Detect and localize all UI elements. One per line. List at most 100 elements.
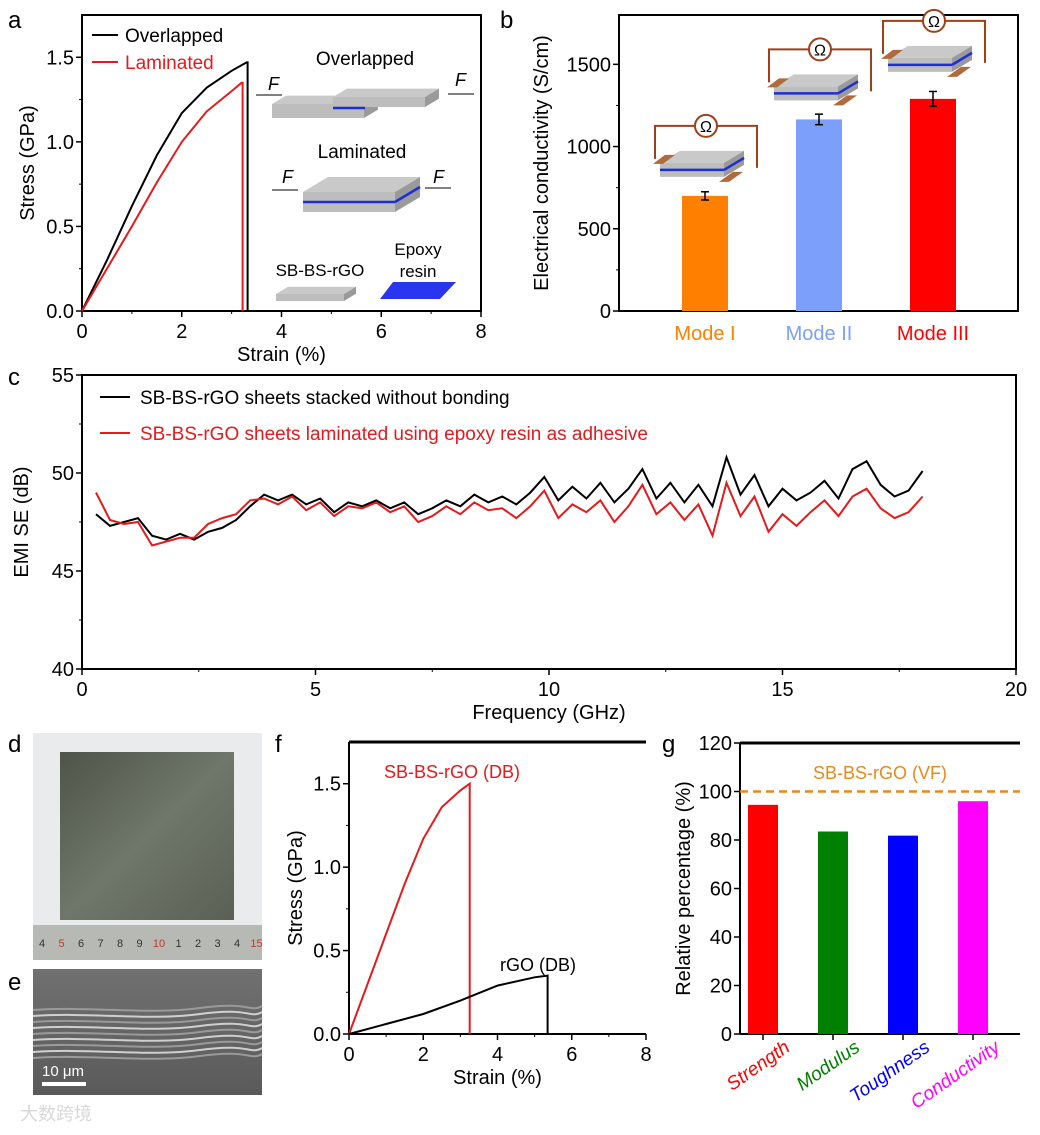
- layer-stripe: [32, 1046, 263, 1054]
- measurement-schematic: Ω: [653, 113, 758, 182]
- y-axis-title: Stress (GPa): [285, 830, 307, 946]
- panel-label-d: d: [8, 731, 21, 758]
- y-tick-label: 80: [710, 830, 732, 852]
- y-tick-label: 45: [52, 561, 74, 583]
- legend-epoxy-label: Epoxy: [394, 240, 442, 259]
- y-axis-title: EMI SE (dB): [11, 466, 33, 577]
- series-laminated: [81, 81, 244, 312]
- sheet-top: [774, 74, 858, 87]
- reference-label: SB-BS-rGO (VF): [813, 763, 947, 783]
- x-axis-title: Frequency (GHz): [472, 702, 625, 724]
- x-axis-title: Strain (%): [237, 344, 326, 366]
- scale-bar-label: 10 μm: [42, 1063, 84, 1080]
- schematic-inset: Overlapped F F Laminated F F SB-BS-rGO Epoxy res…: [256, 49, 474, 301]
- epoxy-layer: [723, 156, 745, 171]
- plot-frame: [81, 374, 1017, 670]
- ruler: [33, 925, 262, 960]
- panel-c: 40 45 50 55 0 5 10 15 20 Frequency (GHz) EMI SE (d…: [11, 365, 1027, 724]
- sheet-front: [333, 97, 425, 107]
- ruler-number: 9: [136, 938, 142, 950]
- category-label: Mode III: [897, 323, 969, 345]
- force-label: F: [268, 74, 280, 94]
- x-tick-label: 0: [76, 679, 87, 701]
- plot-frame: [349, 742, 646, 1034]
- ruler-number: 10: [153, 938, 165, 950]
- ruler-number: 6: [78, 938, 84, 950]
- x-tick-label: 20: [1005, 679, 1027, 701]
- y-tick-label: 40: [710, 927, 732, 949]
- layer-stripe: [32, 1034, 263, 1042]
- sem-image: [33, 969, 262, 1095]
- ruler-number: 4: [39, 938, 45, 950]
- y-tick-label: 20: [710, 976, 732, 998]
- panel-label-b: b: [500, 7, 513, 34]
- y-tick-label: 100: [699, 782, 732, 804]
- y-tick-label: 500: [578, 219, 611, 241]
- measurement-schematic: Ω: [767, 37, 872, 106]
- category-label: Mode I: [674, 323, 735, 345]
- watermark-logo: 大数跨境: [20, 1104, 92, 1124]
- bar-strength: [748, 804, 778, 1034]
- epoxy-swatch: [380, 282, 456, 299]
- x-tick-label: 5: [310, 679, 321, 701]
- scale-bar: [42, 1082, 86, 1086]
- y-tick-label: 50: [52, 463, 74, 485]
- y-tick-label: 120: [699, 733, 732, 755]
- series-laminated: [95, 479, 924, 547]
- legend-epoxy-label: resin: [400, 262, 437, 281]
- ruler-number: 5: [58, 938, 64, 950]
- layer-stripe: [32, 1028, 263, 1036]
- sheet-top: [888, 45, 972, 58]
- ruler-number: 15: [250, 938, 262, 950]
- series-stacked: [95, 454, 924, 541]
- layer-stripe: [32, 1004, 263, 1012]
- x-tick-label: 8: [640, 1044, 651, 1066]
- legend-label: Overlapped: [125, 26, 223, 47]
- ruler-number: 1: [175, 938, 181, 950]
- x-tick-label: 10: [538, 679, 560, 701]
- bar-conductivity: [958, 801, 988, 1034]
- layer-stripe: [32, 1052, 263, 1060]
- ohm-symbol: Ω: [814, 42, 826, 59]
- ohmmeter-icon: [694, 113, 718, 138]
- panel-label-g: g: [662, 731, 675, 758]
- x-axis-title: Strain (%): [453, 1067, 542, 1089]
- bar-mode-ii: [796, 119, 842, 311]
- x-tick-label: 2: [176, 321, 187, 343]
- y-axis-title: Electrical conductivity (S/cm): [531, 35, 553, 291]
- ruler-number: 4: [234, 938, 240, 950]
- y-tick-label: 1.0: [46, 132, 74, 154]
- layer-stripe: [32, 1010, 263, 1018]
- force-label: F: [282, 167, 294, 187]
- x-tick-label: 0: [343, 1044, 354, 1066]
- ohm-symbol: Ω: [700, 119, 712, 136]
- ohm-symbol: Ω: [928, 14, 940, 31]
- series-rgo-db: [348, 974, 549, 1035]
- series-sb-bs-rgo-db: [348, 781, 471, 1035]
- y-tick-label: 0.0: [46, 301, 74, 323]
- legend-label: Laminated: [125, 53, 214, 74]
- series-annotation: rGO (DB): [500, 955, 576, 975]
- y-tick-label: 0: [600, 301, 611, 323]
- y-tick-label: 0.5: [46, 216, 74, 238]
- ruler-number: 2: [195, 938, 201, 950]
- epoxy-layer: [951, 51, 973, 66]
- sheet-top: [303, 177, 420, 192]
- electrode: [719, 171, 743, 182]
- legend-label: SB-BS-rGO sheets laminated using epoxy r…: [140, 424, 648, 445]
- ohmmeter-icon: [922, 8, 946, 33]
- layer-stripe: [32, 1016, 263, 1024]
- inset-title-laminated: Laminated: [318, 142, 407, 163]
- panel-d-photo: 4 5 6 7 8 9 10 1 2 3 4 15: [33, 733, 263, 960]
- series-annotation: SB-BS-rGO (DB): [384, 762, 520, 782]
- panel-b: 0 500 1000 1500 Electrical conductivity (S/c…: [531, 8, 1019, 345]
- bar-modulus: [818, 831, 848, 1034]
- inset-title-overlapped: Overlapped: [316, 49, 414, 70]
- epoxy-layer: [837, 80, 859, 95]
- ruler-number: 3: [214, 938, 220, 950]
- category-label: Strength: [723, 1037, 794, 1095]
- sheet-top: [660, 150, 744, 163]
- layer-stripe: [32, 1022, 263, 1030]
- epoxy-layer: [394, 185, 421, 204]
